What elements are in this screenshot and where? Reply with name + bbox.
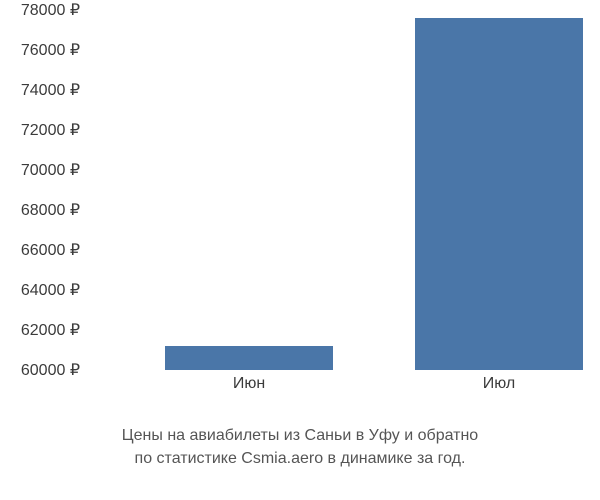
plot-area xyxy=(100,10,580,370)
x-tick-label: Июл xyxy=(483,375,515,393)
y-tick-label: 62000 ₽ xyxy=(21,320,80,340)
caption-line1: Цены на авиабилеты из Саньи в Уфу и обра… xyxy=(122,427,478,444)
x-axis: Июн Июл xyxy=(100,375,580,405)
y-tick-label: 70000 ₽ xyxy=(21,160,80,180)
bar xyxy=(415,18,583,370)
y-axis: 60000 ₽62000 ₽64000 ₽66000 ₽68000 ₽70000… xyxy=(0,10,90,370)
caption-line2: по статистике Csmia.aero в динамике за г… xyxy=(135,450,466,467)
chart-container: 60000 ₽ 62000 ₽ 64000 ₽ 66000 ₽ 68000 ₽ 70000… xyxy=(0,0,600,400)
y-tick-label: 68000 ₽ xyxy=(21,200,80,220)
y-tick-label: 72000 ₽ xyxy=(21,120,80,140)
x-tick-label: Июн xyxy=(233,375,265,393)
bar xyxy=(165,346,333,370)
y-tick-label: 76000 ₽ xyxy=(21,40,80,60)
y-tick-label: 74000 ₽ xyxy=(21,80,80,100)
chart-caption: Цены на авиабилеты из Саньи в Уфу и обра… xyxy=(0,425,600,470)
y-tick-label: 60000 ₽ xyxy=(21,360,80,380)
y-tick-label: 64000 ₽ xyxy=(21,280,80,300)
y-tick-label: 66000 ₽ xyxy=(21,240,80,260)
y-tick-label: 78000 ₽ xyxy=(21,0,80,20)
